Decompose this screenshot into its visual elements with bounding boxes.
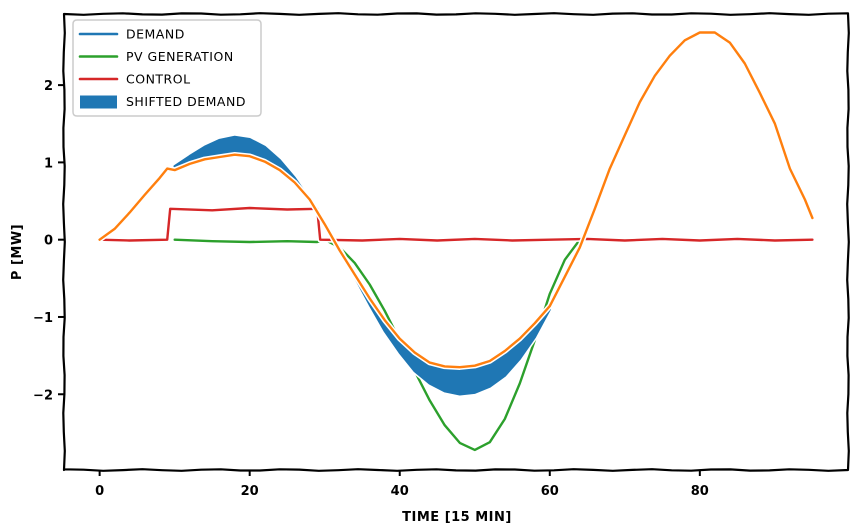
- legend-label: CONTROL: [126, 72, 191, 87]
- legend-swatch-shifted-demand: [80, 95, 117, 109]
- x-tick-label: 0: [95, 484, 104, 499]
- series-line-net: [98, 31, 814, 369]
- axis-ticks: 0 20 40 60 80 −2 −1 0 1 2: [33, 79, 709, 499]
- y-tick-label: −2: [33, 388, 53, 403]
- plot-marks: [96, 29, 816, 453]
- legend-label: DEMAND: [126, 27, 185, 42]
- x-tick-label: 80: [691, 484, 709, 499]
- series-line-control: [98, 206, 814, 242]
- legend: DEMAND PV GENERATION CONTROL SHIFTED DEMAND: [72, 19, 262, 117]
- x-axis-label: TIME [15 MIN]: [402, 510, 512, 525]
- x-tick-label: 20: [241, 484, 259, 499]
- y-tick-label: 0: [44, 234, 53, 249]
- y-tick-label: −1: [33, 311, 53, 326]
- x-tick-label: 60: [541, 484, 559, 499]
- y-axis-label: P [MW]: [10, 224, 25, 280]
- y-tick-label: 1: [44, 156, 53, 171]
- legend-box: [72, 19, 262, 117]
- legend-items: DEMAND PV GENERATION CONTROL SHIFTED DEMAND: [78, 27, 246, 109]
- legend-label: PV GENERATION: [126, 49, 234, 64]
- y-tick-label: 2: [44, 79, 53, 94]
- x-tick-label: 40: [391, 484, 409, 499]
- plot-frame: [62, 12, 850, 472]
- legend-label: SHIFTED DEMAND: [126, 94, 246, 109]
